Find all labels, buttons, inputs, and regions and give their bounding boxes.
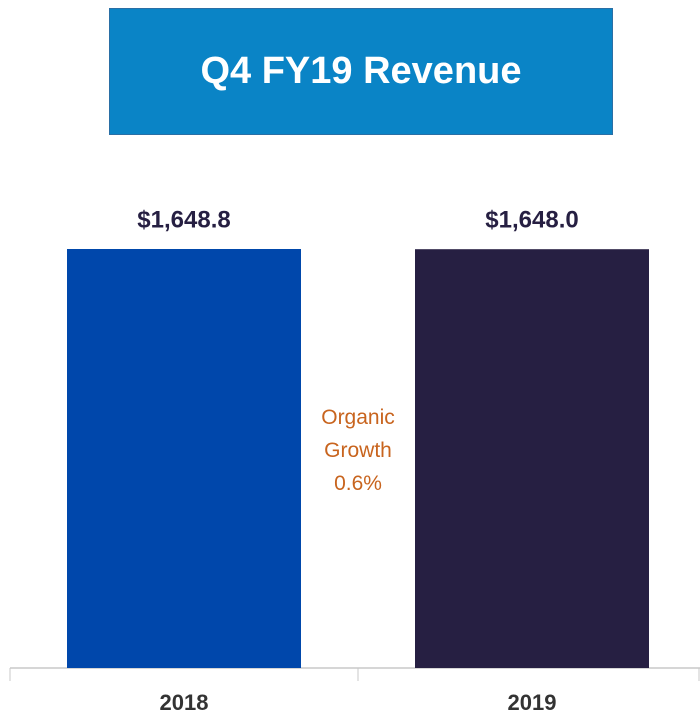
value-label: $1,648.0 xyxy=(485,207,578,234)
chart-title: Q4 FY19 Revenue xyxy=(109,8,613,135)
bar xyxy=(415,249,649,668)
x-tick-label: 2018 xyxy=(160,690,209,715)
value-label: $1,648.8 xyxy=(137,206,230,233)
x-tick-label: 2019 xyxy=(508,690,557,715)
bar xyxy=(67,249,301,668)
annotation: Organic Growth 0.6% xyxy=(321,406,395,495)
